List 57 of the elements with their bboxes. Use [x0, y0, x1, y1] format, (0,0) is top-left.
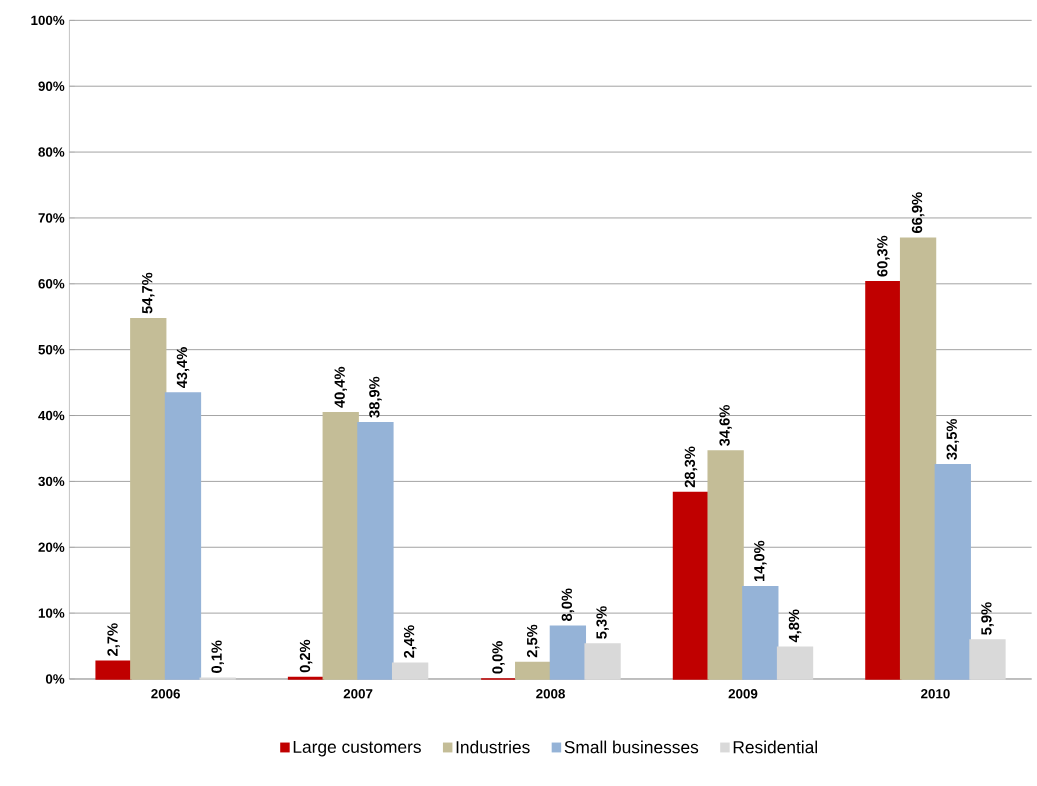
data-label: 8,0%	[561, 588, 575, 622]
bar	[95, 660, 132, 680]
data-label: 54,7%	[142, 272, 155, 314]
bar	[899, 237, 937, 680]
data-label: 43,4%	[176, 347, 190, 389]
bar	[584, 643, 621, 680]
bar	[865, 281, 902, 680]
bar	[322, 412, 359, 680]
data-label: 38,9%	[369, 376, 382, 418]
bar	[672, 491, 710, 680]
data-label: 0,0%	[492, 641, 505, 674]
bar	[969, 639, 1006, 680]
data-label: 28,3%	[684, 446, 698, 488]
data-label: 2,5%	[526, 624, 540, 658]
data-label: 4,8%	[788, 609, 802, 643]
data-label: 0,1%	[211, 640, 224, 674]
x-tick-label: 2010	[921, 689, 950, 699]
y-tick-label: 40%	[38, 410, 65, 421]
bar	[707, 450, 744, 680]
x-tick-label: 2006	[151, 689, 180, 699]
data-label: 2,4%	[403, 625, 417, 658]
data-label: 5,3%	[596, 606, 609, 639]
y-tick-label: 60%	[38, 279, 65, 289]
x-tick-label: 2008	[536, 689, 565, 699]
data-label: 66,9%	[911, 192, 925, 234]
y-tick-label: 90%	[38, 81, 65, 92]
legend-label: Small businesses	[564, 740, 699, 754]
bar	[391, 662, 429, 680]
data-label: 0,2%	[299, 639, 313, 673]
bar	[934, 464, 971, 680]
data-label: 5,9%	[981, 602, 994, 635]
y-tick-label: 20%	[38, 542, 65, 553]
bar	[164, 392, 202, 680]
data-label: 2,7%	[107, 623, 120, 657]
x-tick-label: 2007	[343, 689, 373, 699]
bar	[549, 625, 587, 680]
y-tick-label: 10%	[38, 608, 65, 618]
y-tick-label: 80%	[38, 147, 65, 157]
bar	[515, 661, 552, 680]
data-label: 34,6%	[719, 405, 732, 447]
x-tick-label: 2009	[728, 689, 758, 699]
y-tick-label: 30%	[38, 476, 65, 487]
legend-label: Residential	[733, 740, 818, 754]
y-tick-label: 70%	[38, 213, 65, 223]
y-tick-label: 0%	[45, 674, 65, 684]
bar	[357, 422, 394, 680]
bar	[776, 646, 814, 680]
legend-label: Large customers	[293, 741, 421, 757]
bar	[130, 318, 167, 680]
y-tick-label: 50%	[38, 345, 65, 355]
y-tick-label: 100%	[31, 15, 65, 26]
legend-label: Industries	[456, 740, 530, 754]
bar	[742, 586, 779, 680]
data-label: 32,5%	[946, 419, 960, 460]
data-label: 14,0%	[754, 540, 767, 582]
data-label: 60,3%	[877, 235, 890, 277]
data-label: 40,4%	[334, 366, 347, 408]
